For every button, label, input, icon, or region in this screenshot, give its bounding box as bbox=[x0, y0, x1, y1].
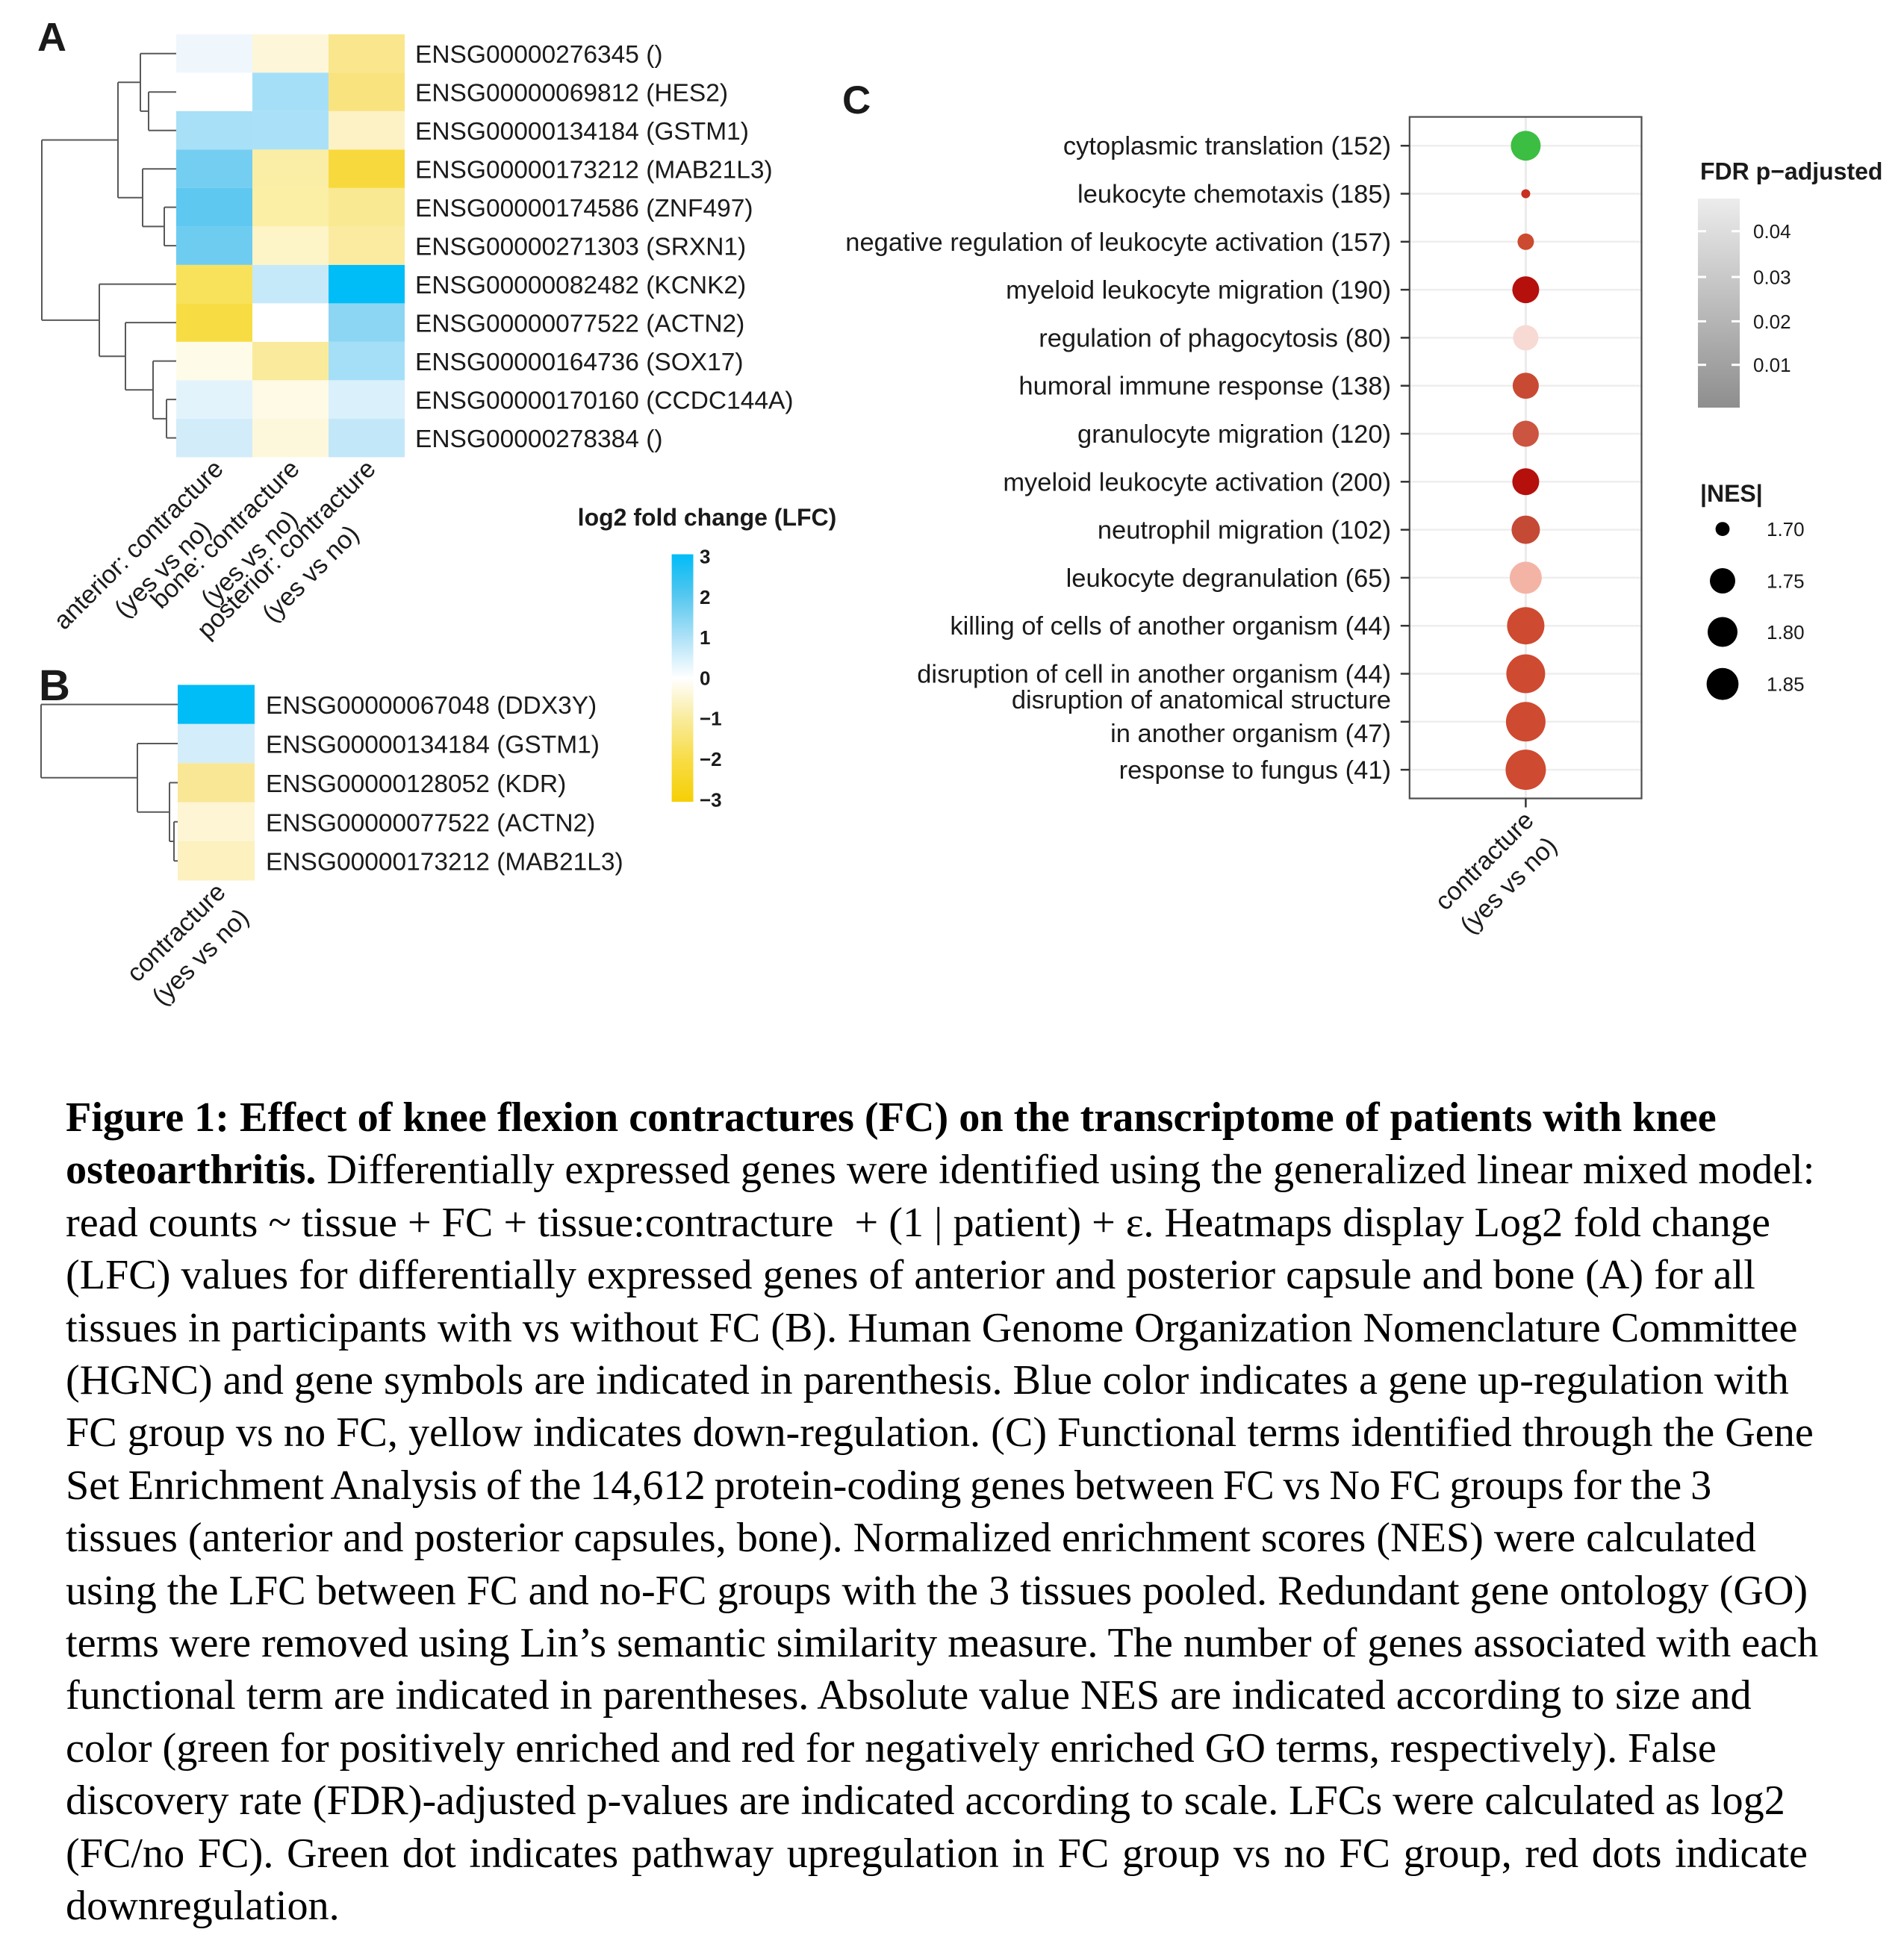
svg-text:1.80: 1.80 bbox=[1767, 621, 1805, 644]
svg-text:−1: −1 bbox=[700, 708, 722, 730]
svg-text:disruption of cell in another: disruption of cell in another organism (… bbox=[917, 661, 1391, 689]
svg-text:ENSG00000067048 (DDX3Y): ENSG00000067048 (DDX3Y) bbox=[266, 692, 597, 720]
svg-text:3: 3 bbox=[700, 546, 710, 568]
svg-text:regulation of phagocytosis (80: regulation of phagocytosis (80) bbox=[1039, 324, 1391, 352]
svg-text:posterior: contracture(yes vs: posterior: contracture(yes vs no) bbox=[192, 455, 406, 669]
svg-text:0: 0 bbox=[700, 667, 710, 689]
svg-text:0.04: 0.04 bbox=[1753, 220, 1791, 243]
svg-text:contracture(yes vs no): contracture(yes vs no) bbox=[122, 878, 256, 1012]
svg-text:contracture(yes vs no): contracture(yes vs no) bbox=[1430, 806, 1564, 941]
svg-text:1.85: 1.85 bbox=[1767, 673, 1805, 696]
svg-text:0.03: 0.03 bbox=[1753, 267, 1791, 289]
svg-text:myeloid leukocyte migration (1: myeloid leukocyte migration (190) bbox=[1006, 276, 1391, 305]
svg-text:B: B bbox=[39, 661, 70, 710]
svg-text:myeloid leukocyte activation (: myeloid leukocyte activation (200) bbox=[1003, 468, 1391, 496]
svg-text:0.02: 0.02 bbox=[1753, 311, 1791, 333]
svg-text:ENSG00000170160 (CCDC144A): ENSG00000170160 (CCDC144A) bbox=[415, 387, 794, 415]
svg-text:ENSG00000174586 (ZNF497): ENSG00000174586 (ZNF497) bbox=[415, 195, 753, 222]
svg-text:ENSG00000173212 (MAB21L3): ENSG00000173212 (MAB21L3) bbox=[415, 157, 773, 184]
svg-text:0.01: 0.01 bbox=[1753, 354, 1791, 376]
svg-text:1.75: 1.75 bbox=[1767, 570, 1805, 593]
svg-text:ENSG00000134184 (GSTM1): ENSG00000134184 (GSTM1) bbox=[415, 118, 749, 146]
svg-text:ENSG00000128052 (KDR): ENSG00000128052 (KDR) bbox=[266, 770, 566, 798]
svg-text:granulocyte migration (120): granulocyte migration (120) bbox=[1077, 420, 1391, 449]
svg-text:1: 1 bbox=[700, 626, 710, 649]
svg-text:C: C bbox=[842, 78, 871, 122]
svg-text:response to fungus (41): response to fungus (41) bbox=[1119, 756, 1391, 785]
svg-text:ENSG00000082482 (KCNK2): ENSG00000082482 (KCNK2) bbox=[415, 272, 746, 299]
svg-text:ENSG00000077522 (ACTN2): ENSG00000077522 (ACTN2) bbox=[415, 311, 744, 338]
svg-text:1.70: 1.70 bbox=[1767, 518, 1805, 540]
svg-text:ENSG00000077522 (ACTN2): ENSG00000077522 (ACTN2) bbox=[266, 809, 595, 837]
svg-text:ENSG00000276345 (): ENSG00000276345 () bbox=[415, 41, 663, 69]
svg-text:ENSG00000271303 (SRXN1): ENSG00000271303 (SRXN1) bbox=[415, 234, 746, 261]
svg-text:−2: −2 bbox=[700, 748, 722, 770]
svg-text:leukocyte degranulation (65): leukocyte degranulation (65) bbox=[1066, 564, 1391, 593]
svg-text:FDR p−adjusted: FDR p−adjusted bbox=[1700, 158, 1882, 185]
svg-text:ENSG00000173212 (MAB21L3): ENSG00000173212 (MAB21L3) bbox=[266, 849, 623, 876]
svg-text:|NES|: |NES| bbox=[1700, 480, 1763, 507]
svg-text:cytoplasmic translation (152): cytoplasmic translation (152) bbox=[1063, 132, 1391, 161]
svg-text:leukocyte chemotaxis (185): leukocyte chemotaxis (185) bbox=[1077, 181, 1391, 209]
svg-text:log2 fold change (LFC): log2 fold change (LFC) bbox=[578, 504, 837, 531]
svg-text:in another organism (47): in another organism (47) bbox=[1110, 720, 1391, 748]
svg-text:A: A bbox=[37, 15, 66, 60]
svg-text:ENSG00000069812 (HES2): ENSG00000069812 (HES2) bbox=[415, 80, 728, 108]
svg-text:ENSG00000134184 (GSTM1): ENSG00000134184 (GSTM1) bbox=[266, 732, 600, 759]
svg-text:2: 2 bbox=[700, 586, 710, 608]
svg-text:disruption of anatomical struc: disruption of anatomical structure bbox=[1012, 686, 1391, 714]
svg-text:−3: −3 bbox=[700, 788, 722, 811]
svg-text:ENSG00000164736 (SOX17): ENSG00000164736 (SOX17) bbox=[415, 349, 744, 376]
svg-text:ENSG00000278384 (): ENSG00000278384 () bbox=[415, 426, 663, 453]
svg-text:negative regulation of leukocy: negative regulation of leukocyte activat… bbox=[845, 228, 1391, 257]
svg-text:neutrophil migration (102): neutrophil migration (102) bbox=[1098, 517, 1391, 545]
svg-text:humoral immune response (138): humoral immune response (138) bbox=[1018, 373, 1391, 401]
svg-text:killing of cells of another or: killing of cells of another organism (44… bbox=[950, 612, 1391, 641]
